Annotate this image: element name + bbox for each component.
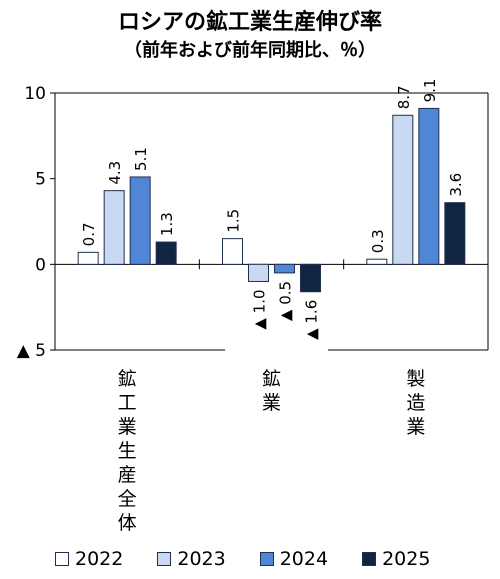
category-label-0-char-3: 生	[118, 440, 137, 462]
category-label-2-char-2: 業	[406, 416, 425, 438]
data-label-2025-2: 3.6	[447, 173, 465, 197]
data-label-2024-2: 9.1	[421, 79, 439, 103]
data-label-2023-2: 8.7	[395, 85, 413, 109]
legend-swatch-2024	[259, 552, 274, 566]
legend-label-2025: 2025	[382, 548, 431, 570]
data-label-2025-1: ▲ 1.6	[303, 300, 321, 340]
category-label-2-char-1: 造	[406, 392, 425, 414]
y-tick-label-2: 0	[35, 255, 46, 275]
data-label-2024-1: ▲ 0.5	[277, 281, 295, 321]
chart-subtitle: （前年および前年同期比、％）	[124, 40, 376, 61]
bar-2022-2	[366, 258, 388, 265]
category-label-0-char-4: 産	[118, 464, 137, 486]
y-tick-label-1: 5	[35, 170, 46, 190]
legend-item-2025: 2025	[362, 548, 430, 570]
bar-2024-2	[418, 107, 440, 265]
data-label-2025-0: 1.3	[158, 212, 176, 236]
legend-swatch-2023	[157, 552, 172, 566]
bar-2025-0	[155, 241, 177, 265]
data-label-2022-1: 1.5	[225, 209, 243, 233]
legend-item-2024: 2024	[259, 548, 329, 570]
legend-item-2023: 2023	[157, 548, 226, 570]
category-label-0-char-6: 体	[118, 512, 137, 534]
y-tick-label-0: 10	[24, 84, 46, 104]
bar-2022-0	[77, 251, 99, 265]
category-label-0-char-0: 鉱	[118, 368, 137, 390]
legend-swatch-2022	[55, 552, 69, 566]
bar-2022-1	[222, 238, 243, 265]
bar-2025-2	[444, 202, 466, 265]
category-label-0-char-1: 工	[118, 392, 137, 414]
bar-2023-1	[248, 263, 269, 282]
category-label-1-char-1: 業	[262, 392, 281, 414]
data-label-2022-2: 0.3	[369, 229, 387, 253]
category-label-0-char-5: 全	[118, 488, 137, 510]
data-label-2024-0: 5.1	[132, 147, 150, 171]
bar-2025-1	[300, 263, 321, 293]
legend-item-2022: 2022	[55, 548, 123, 570]
bar-2023-2	[392, 114, 414, 265]
data-label-2022-0: 0.7	[80, 222, 98, 246]
legend-swatch-2025	[362, 552, 377, 566]
legend: 2022 2023 2024 2025	[55, 548, 464, 570]
category-label-2-char-0: 製	[406, 368, 425, 390]
bar-2024-1	[274, 263, 295, 274]
category-label-1-char-0: 鉱	[262, 368, 281, 390]
y-tick-label-3: ▲ 5	[17, 341, 46, 361]
chart-title: ロシアの鉱工業生産伸び率	[117, 10, 382, 35]
bar-2024-0	[129, 176, 151, 265]
data-label-2023-0: 4.3	[106, 161, 124, 185]
category-label-0-char-2: 業	[118, 416, 137, 438]
legend-label-2023: 2023	[177, 548, 226, 570]
data-label-2023-1: ▲ 1.0	[251, 289, 269, 329]
bar-2023-0	[103, 190, 125, 265]
legend-label-2022: 2022	[75, 548, 124, 570]
legend-label-2024: 2024	[279, 548, 329, 570]
